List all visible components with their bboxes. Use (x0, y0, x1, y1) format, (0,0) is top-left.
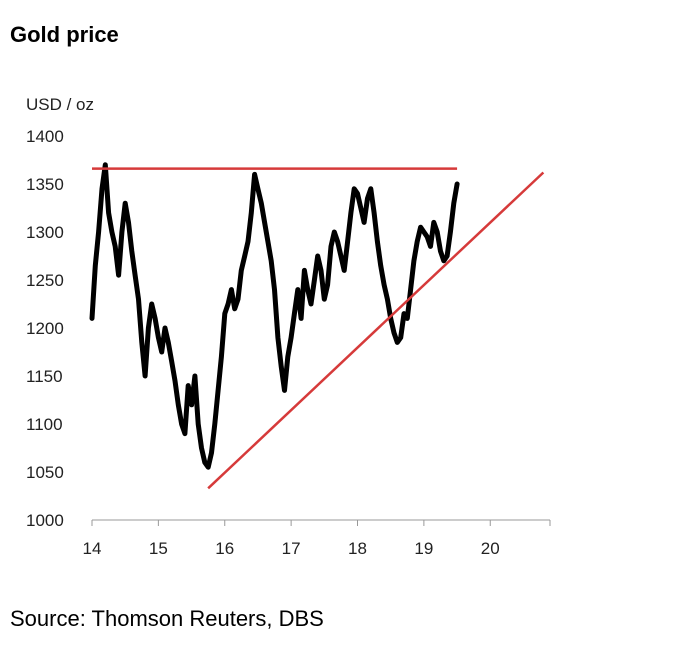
y-tick-label-1250: 1250 (26, 271, 64, 290)
support-trendline (207, 171, 545, 490)
y-tick-label-1150: 1150 (26, 367, 63, 386)
chart-title: Gold price (10, 22, 119, 47)
x-tick-label-14: 14 (83, 539, 102, 558)
x-tick-label-15: 15 (149, 539, 168, 558)
x-tick-label-16: 16 (215, 539, 234, 558)
axes (91, 519, 551, 526)
y-tick-label-1050: 1050 (26, 463, 64, 482)
source-note: Source: Thomson Reuters, DBS (10, 606, 324, 631)
trendline-layer (92, 167, 545, 490)
tick-labels: 1000 1050 1100 1150 1200 1250 1300 1350 1400 14 15… (26, 127, 500, 558)
y-axis-label: USD / oz (26, 95, 94, 114)
y-tick-label-1400: 1400 (26, 127, 64, 146)
y-tick-label-1200: 1200 (26, 319, 64, 338)
y-tick-label-1300: 1300 (26, 223, 64, 242)
gold-price-line-0 (89, 162, 460, 470)
y-tick-label-1000: 1000 (26, 511, 64, 530)
y-tick-label-1350: 1350 (26, 175, 64, 194)
gold-price-chart: USD / oz 1000 1050 1100 1150 1200 1250 1300 135… (26, 95, 551, 558)
x-tick-label-20: 20 (481, 539, 500, 558)
x-tick-label-19: 19 (414, 539, 433, 558)
x-tick-label-17: 17 (282, 539, 301, 558)
x-tick-label-18: 18 (348, 539, 367, 558)
series-layer (89, 162, 460, 470)
y-tick-label-1100: 1100 (26, 415, 63, 434)
